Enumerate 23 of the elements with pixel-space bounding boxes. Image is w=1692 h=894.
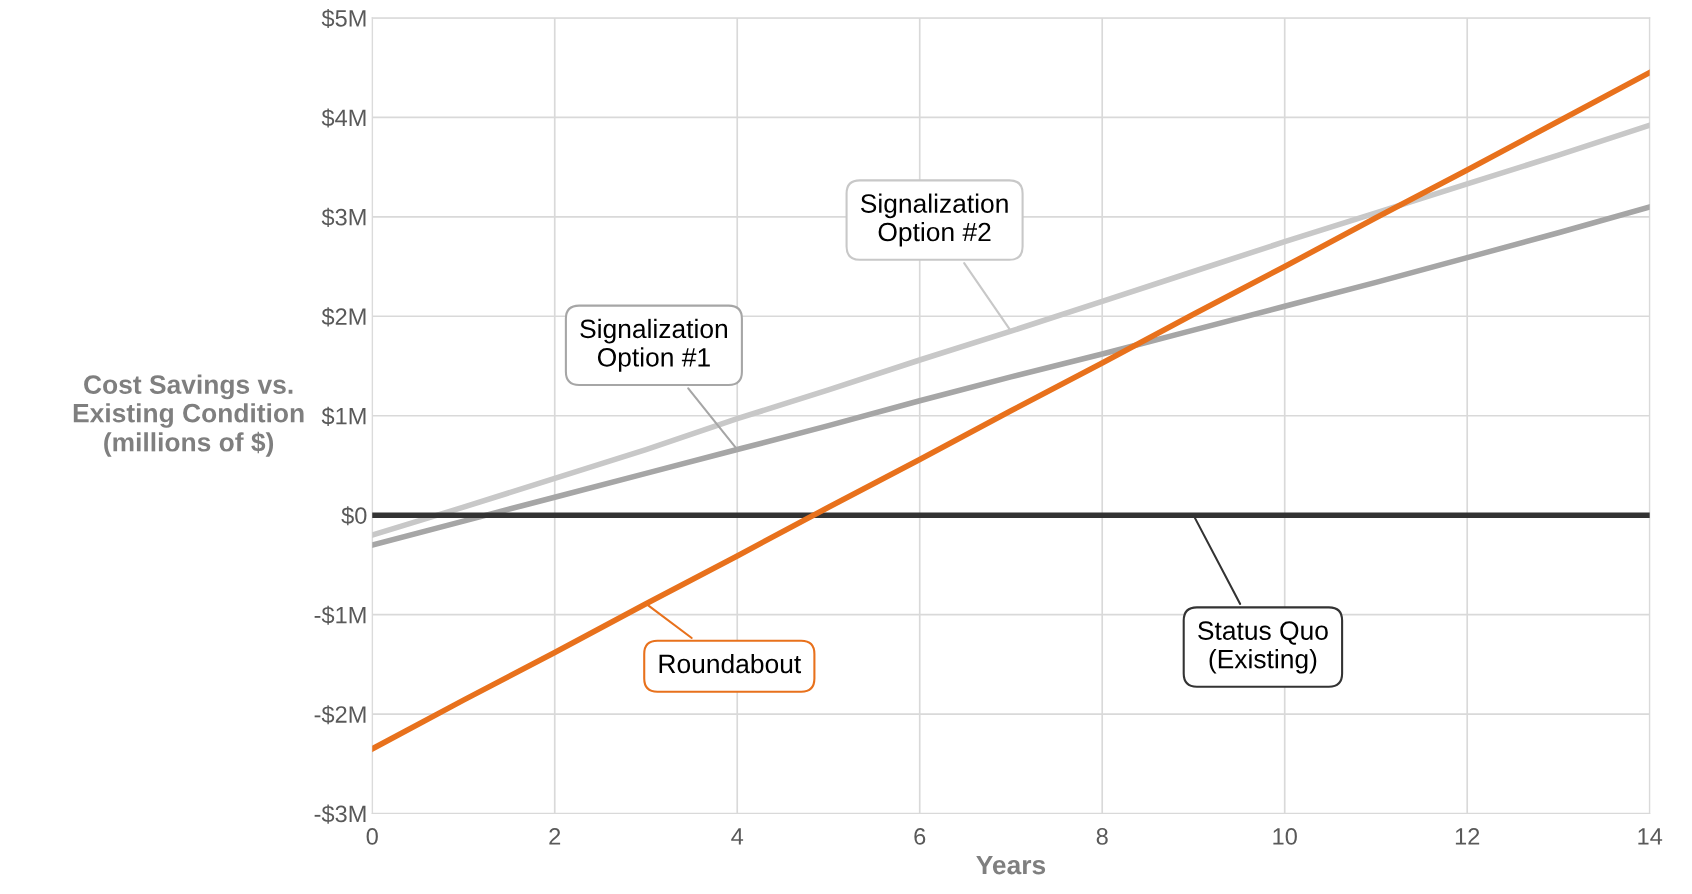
x-tick-label: 10 bbox=[1273, 828, 1297, 845]
y-tick-label: $1M bbox=[321, 406, 366, 426]
annotation: Roundabout bbox=[659, 653, 802, 674]
x-tick-label: 8 bbox=[1096, 828, 1108, 845]
annotation: Signalization Option #2 bbox=[860, 193, 1008, 247]
annotation: Signalization Option #1 bbox=[580, 318, 727, 372]
x-tick-label: 4 bbox=[731, 828, 744, 845]
x-tick-label: 12 bbox=[1455, 828, 1480, 845]
y-tick-label: $3M bbox=[321, 207, 366, 227]
y-tick-label: $2M bbox=[321, 307, 366, 327]
x-tick-label: 0 bbox=[366, 828, 378, 845]
x-tick-label: 2 bbox=[549, 828, 561, 845]
x-tick-label: 6 bbox=[914, 828, 926, 845]
x-axis-title: Years bbox=[976, 855, 1046, 875]
y-tick-label: -$3M bbox=[314, 804, 366, 824]
y-tick-label: -$2M bbox=[314, 705, 366, 725]
y-tick-label: $5M bbox=[321, 8, 366, 29]
y-tick-label: $4M bbox=[321, 108, 366, 128]
y-tick-label: -$1M bbox=[314, 605, 366, 625]
y-tick-label: $0 bbox=[341, 506, 367, 526]
x-tick-label: 14 bbox=[1638, 828, 1663, 845]
annotation: Status Quo (Existing) bbox=[1198, 621, 1328, 674]
y-axis-title: Cost Savings vs. Existing Condition (millions of $) bbox=[73, 374, 304, 457]
